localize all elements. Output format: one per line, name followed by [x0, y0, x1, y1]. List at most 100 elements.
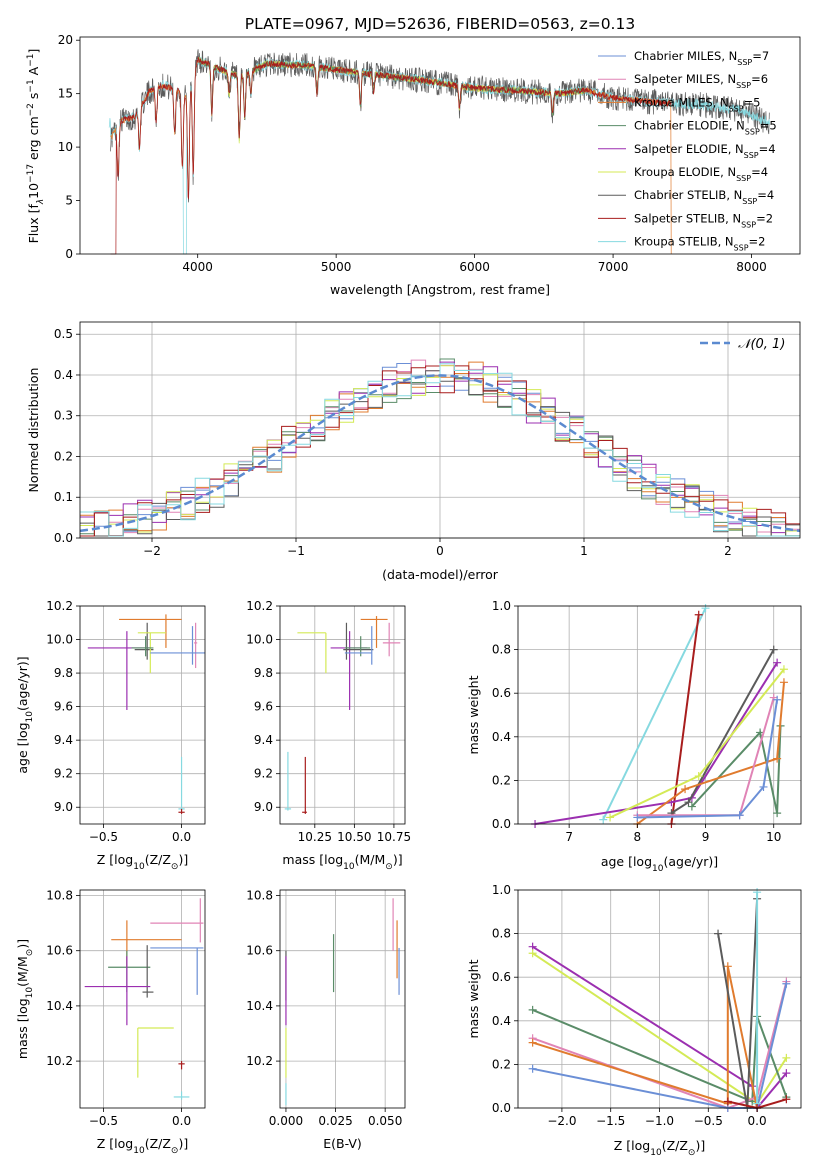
grid	[80, 322, 800, 539]
x-tick-label: −0.5	[694, 1114, 723, 1128]
y-tick-label: 10.4	[46, 999, 73, 1013]
y-tick-label: 9.4	[54, 733, 73, 747]
weight-line	[534, 662, 778, 825]
x-tick-label: 10.25	[298, 830, 332, 844]
y-tick-label: 0.6	[492, 686, 511, 700]
weight-series-salpeter-stelib	[667, 610, 703, 828]
mass-vs-reddening-panel: 0.000 0.025 0.050 10.2 10.4 10.6 10.8 E(B-V)	[246, 889, 406, 1151]
axes-frame: 4000 5000 6000 7000 8000 0 5 10 15 20	[58, 33, 801, 274]
weight-marker	[782, 1095, 791, 1104]
axes-border	[79, 889, 206, 1109]
x-tick-label: 1	[580, 544, 588, 558]
point-chabrier-miles	[150, 626, 205, 665]
y-tick-label: 10	[58, 140, 73, 154]
x-tick-label: 5000	[321, 260, 352, 274]
x-tick-label: −1.0	[645, 1114, 674, 1128]
x-tick-label: 10	[766, 830, 781, 844]
y-tick-label: 10.6	[246, 944, 273, 958]
weight-marker	[681, 785, 690, 794]
mass-weight-vs-metallicity-panel: −2.0 −1.5 −1.0 −0.5 0.0 0.0 0.2 0.4 0.6 0.8 1.0 Z […	[466, 883, 802, 1158]
y-tick-label: 9.0	[254, 800, 273, 814]
y-tick-label: 0.0	[492, 1101, 511, 1115]
x-axis-label: (data-model)/error	[382, 567, 499, 582]
weight-marker	[723, 1097, 732, 1106]
y-tick-label: 0	[65, 247, 73, 261]
histogram-legend: 𝒩(0, 1)	[700, 337, 785, 352]
y-tick-label: 0.3	[54, 409, 73, 423]
y-tick-label: 9.6	[54, 700, 73, 714]
x-tick-label: 7	[565, 830, 573, 844]
y-tick-label: 10.4	[246, 999, 273, 1013]
weight-marker	[773, 809, 782, 818]
weight-marker	[753, 888, 762, 897]
point-kroupa-elodie	[137, 1027, 174, 1078]
y-tick-label: 9.4	[254, 733, 273, 747]
y-tick-label: 9.6	[254, 700, 273, 714]
x-tick-label: 0.050	[368, 1114, 402, 1128]
weight-marker	[779, 665, 788, 674]
x-tick-label: 0.000	[269, 1114, 303, 1128]
axes-frame: −0.5 0.0 10.2 10.4 10.6 10.8	[46, 889, 206, 1128]
point-kroupa-miles	[111, 920, 182, 968]
weight-series-chabrier-stelib	[667, 645, 778, 818]
weight-series-kroupa-elodie	[606, 665, 788, 822]
y-tick-label: 0.4	[54, 368, 73, 382]
y-tick-label: 0.4	[492, 730, 511, 744]
histogram-salpeter-stelib	[80, 365, 800, 537]
x-tick-label: 8000	[736, 260, 767, 274]
y-tick-label: 0.6	[492, 970, 511, 984]
axes-frame: 10.25 10.50 10.75 9.0 9.2 9.4 9.6 9.8 10.0 10.2	[246, 599, 411, 844]
legend-label-chabrier-miles: Chabrier MILES, NSSP=7	[634, 49, 769, 67]
y-axis-label: age [log10​(age/yr)]	[15, 656, 35, 773]
spectrum-series-salpeter-stelib	[110, 56, 672, 255]
y-tick-label: 10.2	[46, 599, 73, 613]
weight-marker	[687, 802, 696, 811]
y-tick-label: 9.8	[254, 666, 273, 680]
y-tick-label: 10.0	[46, 633, 73, 647]
weight-marker	[714, 929, 723, 938]
weight-marker	[599, 815, 608, 824]
y-tick-label: 0.2	[492, 773, 511, 787]
point-salpeter-stelib	[302, 756, 307, 814]
weight-line	[602, 607, 707, 821]
x-axis-label: E(B-V)	[323, 1136, 362, 1151]
plot-area	[87, 614, 205, 814]
point-chabrier-miles	[150, 947, 204, 995]
axes-frame: 0.000 0.025 0.050 10.2 10.4 10.6 10.8	[246, 889, 406, 1128]
grid	[80, 890, 205, 1108]
weight-marker	[528, 1038, 537, 1047]
x-tick-label: −1.5	[596, 1114, 625, 1128]
legend-label-kroupa-stelib: Kroupa STELIB, NSSP=2	[634, 235, 765, 253]
y-tick-label: 0.0	[492, 817, 511, 831]
grid	[280, 890, 405, 1108]
axes-border	[79, 321, 801, 539]
y-tick-label: 0.4	[492, 1014, 511, 1028]
y-tick-label: 0.5	[54, 327, 73, 341]
axes-frame: −2.0 −1.5 −1.0 −0.5 0.0 0.0 0.2 0.4 0.6 0.8 1.0	[492, 883, 802, 1128]
y-tick-label: 10.8	[246, 889, 273, 903]
x-axis-label: mass [log10​(M/M⊙​)]	[282, 852, 402, 872]
legend-label-chabrier-stelib: Chabrier STELIB, NSSP=4	[634, 188, 774, 206]
x-tick-label: 10.75	[377, 830, 411, 844]
y-tick-label: 0.8	[492, 927, 511, 941]
weight-marker	[694, 610, 703, 619]
point-chabrier-stelib	[142, 945, 154, 998]
y-tick-label: 9.8	[54, 666, 73, 680]
y-tick-label: 10.0	[246, 633, 273, 647]
point-salpeter-miles	[382, 622, 401, 657]
residual-histogram-panel: −2 −1 0 1 2 0.0 0.1 0.2 0.3 0.4 0.5 𝒩(0, 1) (data-mo…	[26, 321, 801, 582]
axes-border	[517, 889, 802, 1109]
weight-line	[670, 614, 700, 825]
x-tick-label: 10.50	[337, 830, 371, 844]
normal-curve	[79, 374, 801, 533]
plot-area	[84, 898, 204, 1100]
x-tick-label: −1	[287, 544, 305, 558]
legend-label-chabrier-elodie: Chabrier ELODIE, NSSP=5	[634, 119, 777, 137]
x-tick-label: 8	[634, 830, 642, 844]
y-axis-label: mass weight	[466, 959, 481, 1038]
weight-line	[636, 682, 785, 825]
y-tick-label: 0.2	[54, 449, 73, 463]
legend-label-kroupa-elodie: Kroupa ELODIE, NSSP=4	[634, 165, 768, 183]
weight-marker	[528, 1064, 537, 1073]
